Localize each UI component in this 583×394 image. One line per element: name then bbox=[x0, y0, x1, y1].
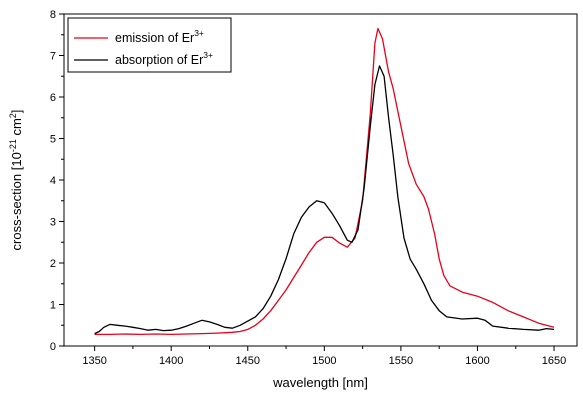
y-axis-title-exp: -21 bbox=[8, 139, 18, 152]
y-tick-label: 4 bbox=[50, 175, 56, 187]
legend-box bbox=[67, 17, 232, 73]
y-axis-title: cross-section [10-21 cm2] bbox=[8, 110, 24, 251]
x-tick-label: 1400 bbox=[159, 355, 183, 367]
y-tick-label: 1 bbox=[50, 300, 56, 312]
y-axis-title-pre: cross-section [10 bbox=[9, 152, 24, 250]
x-tick-label: 1350 bbox=[82, 355, 106, 367]
legend-label-emission: emission of Er3+ bbox=[115, 28, 204, 45]
y-axis-title-post: ] bbox=[9, 110, 24, 114]
absorption-line bbox=[94, 65, 555, 335]
x-axis-title: wavelength [nm] bbox=[272, 375, 368, 390]
x-tick-label: 1500 bbox=[312, 355, 336, 367]
legend-label-absorption: absorption of Er3+ bbox=[115, 50, 213, 67]
x-tick-label: 1450 bbox=[236, 355, 260, 367]
y-tick-label: 2 bbox=[50, 258, 56, 270]
legend-label-absorption-base: absorption of Er bbox=[115, 53, 203, 67]
y-axis-ticks: 0 1 2 3 4 5 6 7 8 bbox=[50, 9, 64, 353]
y-tick-label: 7 bbox=[50, 51, 56, 63]
legend-label-emission-sup: 3+ bbox=[194, 28, 204, 38]
y-axis-title-exp2: 2 bbox=[8, 113, 18, 118]
x-tick-label: 1550 bbox=[389, 355, 413, 367]
x-tick-label: 1650 bbox=[542, 355, 566, 367]
y-axis-title-mid: cm bbox=[9, 118, 24, 139]
y-tick-label: 5 bbox=[50, 134, 56, 146]
y-tick-label: 8 bbox=[50, 9, 56, 21]
y-tick-label: 6 bbox=[50, 92, 56, 104]
legend-label-emission-base: emission of Er bbox=[115, 31, 194, 45]
legend: emission of Er3+ absorption of Er3+ bbox=[67, 17, 232, 73]
series-layer bbox=[94, 27, 555, 336]
x-tick-label: 1600 bbox=[465, 355, 489, 367]
x-axis-ticks: 1350 1400 1450 1500 1550 1600 1650 bbox=[82, 346, 566, 367]
y-tick-label: 0 bbox=[50, 341, 56, 353]
emission-line bbox=[94, 27, 555, 336]
y-tick-label: 3 bbox=[50, 217, 56, 229]
legend-label-absorption-sup: 3+ bbox=[203, 50, 213, 60]
